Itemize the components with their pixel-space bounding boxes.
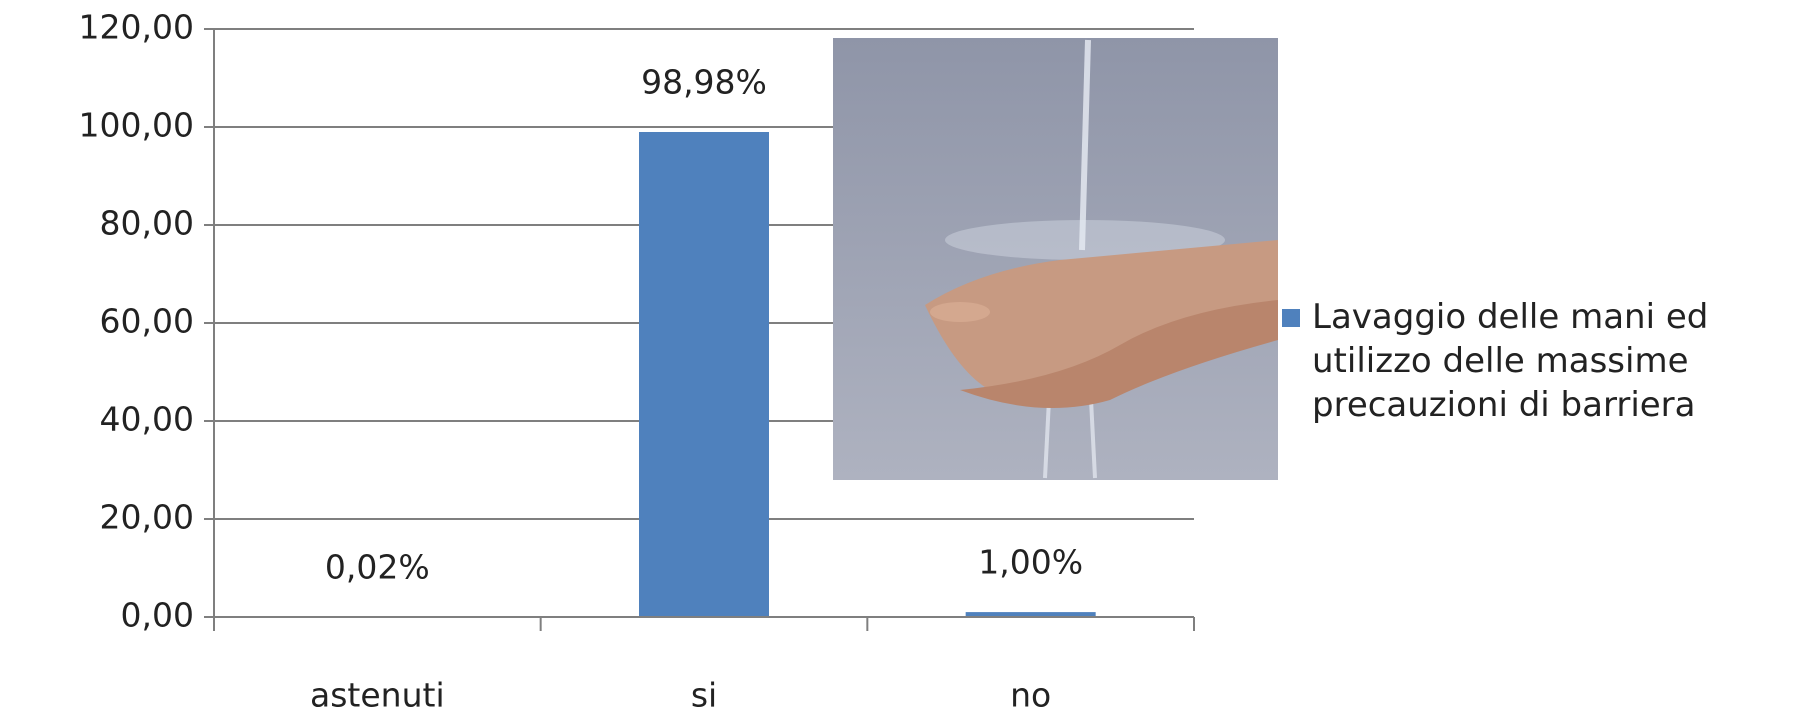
photo xyxy=(833,38,1278,480)
y-tick-label: 80,00 xyxy=(100,204,194,243)
y-tick-label: 40,00 xyxy=(100,400,194,439)
bar xyxy=(965,612,1096,617)
y-tick-label: 60,00 xyxy=(100,302,194,341)
y-tick-label: 100,00 xyxy=(79,106,194,145)
value-label: 1,00% xyxy=(978,543,1083,582)
x-tick-label: no xyxy=(1010,676,1051,715)
legend: Lavaggio delle mani ed utilizzo delle ma… xyxy=(1282,295,1802,427)
x-tick-label: astenuti xyxy=(310,676,445,715)
y-tick-label: 120,00 xyxy=(79,8,194,47)
y-tick-label: 0,00 xyxy=(121,596,194,635)
plot-area: 0,00 20,00 40,00 60,00 80,00 100,00 120,00 aste… xyxy=(79,8,1195,715)
value-label: 98,98% xyxy=(641,62,767,101)
y-tick-label: 20,00 xyxy=(100,498,194,537)
x-tick-label: si xyxy=(691,676,717,715)
bar xyxy=(639,131,769,618)
legend-swatch xyxy=(1282,309,1300,327)
legend-label: Lavaggio delle mani ed utilizzo delle ma… xyxy=(1312,297,1709,425)
value-label: 0,02% xyxy=(325,547,430,586)
